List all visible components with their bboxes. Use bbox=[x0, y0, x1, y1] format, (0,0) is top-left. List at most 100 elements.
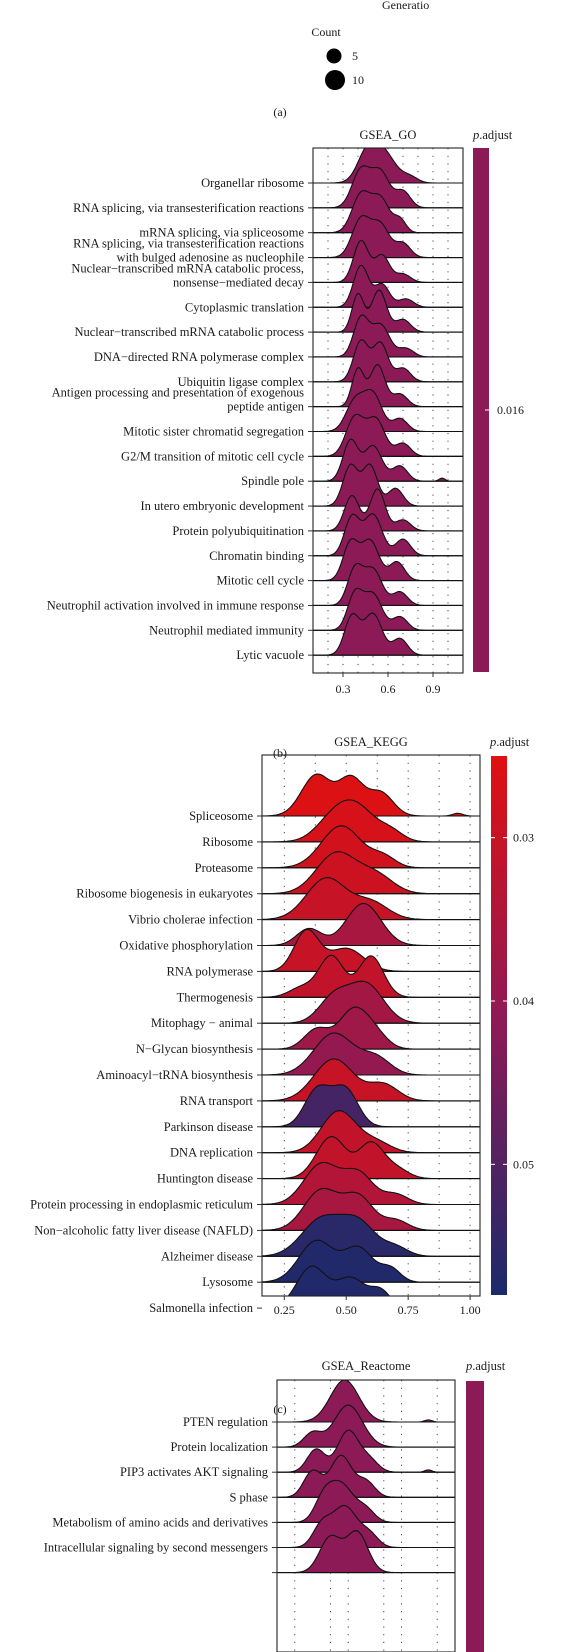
row-label: Intracellular signaling by second messen… bbox=[44, 1541, 268, 1555]
chart-title: GSEA_KEGG bbox=[334, 735, 408, 749]
x-tick-label: 0.6 bbox=[381, 682, 396, 696]
ridge-density bbox=[262, 1136, 480, 1180]
padjust-legend: p.adjust 0.03 0.04 0.05 bbox=[489, 735, 534, 1295]
row-label: peptide antigen bbox=[227, 400, 304, 414]
row-label: RNA splicing, via transesterification re… bbox=[73, 201, 304, 215]
ridge-density bbox=[313, 148, 463, 184]
padjust-legend: p.adjust bbox=[465, 1359, 506, 1652]
row-labels: Spliceosome Ribosome Proteasome Ribosome bi… bbox=[30, 809, 262, 1315]
row-label: RNA polymerase bbox=[167, 964, 254, 978]
x-tick-label: 0.50 bbox=[336, 1303, 357, 1317]
row-label: Lytic vacuole bbox=[236, 648, 304, 662]
row-label: Mitophagy − animal bbox=[151, 1016, 254, 1030]
row-label: DNA replication bbox=[170, 1146, 254, 1160]
row-label: Spliceosome bbox=[189, 809, 253, 823]
row-label: Proteasome bbox=[195, 861, 254, 875]
row-label: Vibrio cholerae infection bbox=[128, 913, 254, 927]
row-label: Ribosome biogenesis in eukaryotes bbox=[76, 887, 253, 901]
row-label: Cytoplasmic translation bbox=[185, 300, 305, 314]
ridge-density bbox=[287, 1265, 391, 1296]
count-legend-label-10: 10 bbox=[352, 73, 364, 87]
x-tick-label: 1.00 bbox=[460, 1303, 481, 1317]
row-label: N−Glycan biosynthesis bbox=[136, 1042, 253, 1056]
panel-frame bbox=[261, 754, 481, 1297]
ridge-density bbox=[277, 1380, 455, 1423]
padjust-legend: p.adjust 0.016 bbox=[472, 128, 524, 672]
row-label: Spindle pole bbox=[241, 474, 304, 488]
row-label: nonsense−mediated decay bbox=[173, 275, 305, 289]
row-label: Thermogenesis bbox=[177, 990, 254, 1004]
row-label: Nuclear−transcribed mRNA catabolic proce… bbox=[71, 261, 304, 275]
row-label: Nuclear−transcribed mRNA catabolic proce… bbox=[74, 325, 304, 339]
count-legend: Generatio Count 5 10 bbox=[311, 0, 429, 90]
row-label: Antigen processing and presentation of e… bbox=[52, 386, 305, 400]
row-labels: PTEN regulation Protein localization PIP3 … bbox=[44, 1415, 277, 1574]
row-label: G2/M transition of mitotic cell cycle bbox=[121, 449, 304, 463]
row-label: Aminoacyl−tRNA biosynthesis bbox=[96, 1068, 253, 1082]
row-label: In utero embryonic development bbox=[141, 499, 305, 513]
x-tick-label: 0.3 bbox=[336, 682, 351, 696]
row-labels: Organellar ribosome RNA splicing, via tra… bbox=[47, 176, 313, 662]
ridge-density bbox=[262, 773, 480, 817]
row-label: Lysosome bbox=[202, 1275, 253, 1289]
row-label: Mitotic sister chromatid segregation bbox=[123, 425, 305, 439]
legend-tick-label: 0.016 bbox=[497, 403, 524, 417]
legend-tick-label: 0.03 bbox=[513, 831, 534, 845]
count-legend-dot-5 bbox=[326, 48, 342, 64]
panel-tag-a: (a) bbox=[273, 105, 286, 119]
ridge-density bbox=[277, 1429, 455, 1473]
panel-tag-b: (b) bbox=[273, 746, 287, 760]
count-legend-dot-10 bbox=[325, 70, 345, 90]
count-legend-label-5: 5 bbox=[352, 49, 358, 63]
x-tick-label: 0.25 bbox=[274, 1303, 295, 1317]
ridges bbox=[262, 773, 480, 1296]
row-label: Ribosome bbox=[202, 835, 253, 849]
legend-colorbar bbox=[491, 756, 507, 1295]
row-label: Ubiquitin ligase complex bbox=[178, 375, 305, 389]
legend-title: p.adjust bbox=[472, 128, 513, 142]
row-label: Neutrophil mediated immunity bbox=[149, 623, 305, 637]
legend-partial-title: Generatio bbox=[382, 0, 429, 12]
row-label: with bulged adenosine as nucleophile bbox=[117, 251, 305, 265]
legend-colorbar bbox=[466, 1381, 484, 1652]
row-label: Protein processing in endoplasmic reticu… bbox=[30, 1198, 253, 1212]
row-label: DNA−directed RNA polymerase complex bbox=[94, 350, 305, 364]
legend-tick-label: 0.05 bbox=[513, 1157, 534, 1171]
row-label: Non−alcoholic fatty liver disease (NAFLD… bbox=[34, 1223, 253, 1237]
x-tick-label: 0.9 bbox=[426, 682, 441, 696]
row-label: Alzheimer disease bbox=[161, 1249, 253, 1263]
row-label: Protein polyubiquitination bbox=[172, 524, 304, 538]
count-legend-title: Count bbox=[311, 25, 341, 39]
chart-title: GSEA_GO bbox=[360, 128, 417, 142]
row-label: Oxidative phosphorylation bbox=[119, 939, 253, 953]
row-label: Neutrophil activation involved in immune… bbox=[47, 598, 305, 612]
ridges bbox=[313, 148, 463, 656]
row-label: PTEN regulation bbox=[183, 1415, 269, 1429]
x-tick-label: 0.75 bbox=[398, 1303, 419, 1317]
ridge-density bbox=[262, 980, 480, 1024]
legend-title: p.adjust bbox=[489, 735, 530, 749]
row-label: RNA transport bbox=[180, 1094, 254, 1108]
panel-tag-c: (c) bbox=[273, 1402, 286, 1416]
row-label: Parkinson disease bbox=[164, 1120, 254, 1134]
row-label: Salmonella infection bbox=[149, 1301, 254, 1315]
row-label: RNA splicing, via transesterification re… bbox=[73, 237, 304, 251]
chart-title: GSEA_Reactome bbox=[322, 1359, 411, 1373]
row-label: Organellar ribosome bbox=[201, 176, 304, 190]
row-label: Huntington disease bbox=[157, 1172, 254, 1186]
panel-frame bbox=[276, 1379, 456, 1652]
legend-tick-label: 0.04 bbox=[513, 994, 534, 1008]
gsea-reactome-panel: GSEA_Reactome PTEN regulation Protein loca… bbox=[44, 1359, 506, 1652]
row-label: Protein localization bbox=[170, 1440, 268, 1454]
row-label: Chromatin binding bbox=[209, 549, 305, 563]
row-label: mRNA splicing, via spliceosome bbox=[139, 226, 304, 240]
gsea-kegg-panel: GSEA_KEGG Spliceosome Ribosome Proteasome Ri… bbox=[30, 735, 534, 1317]
ridges bbox=[277, 1380, 455, 1574]
row-label: PIP3 activates AKT signaling bbox=[120, 1465, 269, 1479]
gsea-go-panel: GSEA_GO Organellar ribosome RNA splicing, … bbox=[47, 128, 524, 696]
row-label: S phase bbox=[229, 1490, 268, 1504]
legend-title: p.adjust bbox=[465, 1359, 506, 1373]
row-label: Metabolism of amino acids and derivative… bbox=[52, 1515, 268, 1529]
row-label: Mitotic cell cycle bbox=[217, 574, 305, 588]
